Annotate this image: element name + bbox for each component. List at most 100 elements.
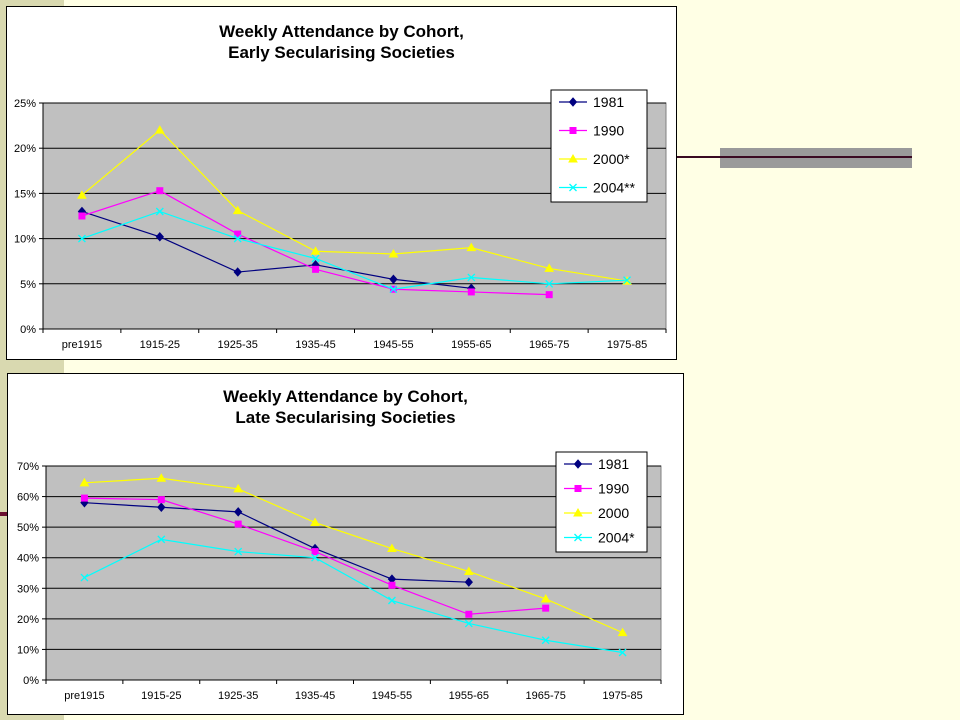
legend-entry: 1990 xyxy=(564,481,629,497)
data-point xyxy=(467,273,476,282)
marker-stroke xyxy=(623,276,632,285)
chart-title-line-1: Weekly Attendance by Cohort, xyxy=(219,22,464,41)
data-point xyxy=(466,242,477,252)
data-point xyxy=(157,502,166,513)
y-tick-label: 70% xyxy=(17,461,39,473)
legend-entry: 2004* xyxy=(564,530,635,546)
series-line xyxy=(81,210,472,289)
data-point xyxy=(389,285,398,294)
data-point xyxy=(234,230,242,238)
legend-marker xyxy=(574,533,582,542)
data-point xyxy=(389,274,398,285)
x-tick-label: 1925-35 xyxy=(218,339,258,351)
legend-box xyxy=(555,451,648,553)
x-tick-label: 1945-55 xyxy=(372,690,412,702)
x-tick-label: 1975-85 xyxy=(602,690,642,702)
legend-entry: 2000* xyxy=(559,151,630,167)
chart-title-line-2: Late Secularising Societies xyxy=(235,408,456,427)
chart-late-secularising: 0% 10% 20% 30% 40% 50% 60% 70% pre1915 1915-25 192… xyxy=(7,373,684,715)
marker-stroke xyxy=(574,533,582,542)
data-point xyxy=(77,234,86,243)
data-point xyxy=(157,535,166,544)
data-point xyxy=(387,543,397,553)
data-point xyxy=(463,566,474,575)
legend-box xyxy=(550,89,648,203)
data-point xyxy=(79,477,90,487)
series-line xyxy=(81,129,628,282)
legend-marker xyxy=(568,97,578,107)
marker-stroke xyxy=(233,234,242,243)
legend-label: 2004* xyxy=(598,530,635,546)
data-point xyxy=(387,596,396,605)
data-point xyxy=(155,232,164,242)
legend-marker xyxy=(569,127,577,134)
data-point xyxy=(232,205,243,215)
y-tick-label: 15% xyxy=(14,188,36,200)
legend-marker xyxy=(573,459,583,469)
data-point xyxy=(545,291,553,299)
data-point xyxy=(545,279,554,288)
data-point xyxy=(233,483,244,493)
x-tick-label: 1965-75 xyxy=(529,339,569,351)
legend-entry: 1981 xyxy=(564,456,629,472)
marker-stroke xyxy=(618,648,627,657)
data-point xyxy=(312,265,320,273)
chart-svg: 0% 5% 10% 15% 20% 25% pre1915 1915-25 1925-35 193… xyxy=(14,89,667,351)
slide-decor-bar xyxy=(720,148,912,168)
legend-entry: 1981 xyxy=(559,94,624,110)
data-point xyxy=(157,496,165,504)
data-point xyxy=(78,212,86,220)
data-point xyxy=(388,248,399,258)
marker-stroke xyxy=(464,619,473,628)
legend-marker xyxy=(573,507,583,517)
series-2000 xyxy=(79,473,628,637)
legend-marker xyxy=(569,183,577,192)
y-tick-label: 30% xyxy=(17,583,39,595)
data-point xyxy=(310,246,321,255)
data-point xyxy=(80,573,89,582)
series-line xyxy=(84,538,623,654)
data-point xyxy=(544,263,555,272)
data-point xyxy=(154,125,165,134)
marker-stroke xyxy=(157,535,166,544)
data-point xyxy=(234,547,243,556)
data-point xyxy=(233,234,242,243)
y-tick-label: 5% xyxy=(20,279,36,291)
chart-title: Weekly Attendance by Cohort, Early Secul… xyxy=(7,21,676,63)
data-point xyxy=(77,190,87,199)
y-tick-label: 10% xyxy=(17,644,39,656)
legend-marker xyxy=(574,485,582,492)
series-2000 xyxy=(77,125,632,285)
legend-label: 1990 xyxy=(593,123,624,139)
chart-early-secularising: 0% 5% 10% 15% 20% 25% pre1915 1915-25 1925-35 193… xyxy=(6,6,677,360)
x-tick-label: 1975-85 xyxy=(607,339,647,351)
x-tick-label: 1915-25 xyxy=(140,339,180,351)
marker-stroke xyxy=(467,273,476,282)
y-tick-label: 0% xyxy=(20,324,36,336)
marker-stroke xyxy=(311,553,320,562)
series-2004 xyxy=(77,207,632,294)
data-point xyxy=(542,604,550,612)
x-tick-label: 1955-65 xyxy=(449,690,489,702)
data-point xyxy=(388,581,396,589)
data-point xyxy=(156,187,164,195)
data-point xyxy=(311,553,320,562)
x-tick-label: 1955-65 xyxy=(451,339,491,351)
legend-marker xyxy=(568,153,578,163)
marker-stroke xyxy=(80,573,89,582)
legend-entry: 1990 xyxy=(559,123,624,139)
legend-label: 1981 xyxy=(598,456,629,472)
data-point xyxy=(234,507,243,517)
chart-svg: 0% 10% 20% 30% 40% 50% 60% 70% pre1915 1915-25 192… xyxy=(17,451,662,702)
slide-decor-line xyxy=(648,156,912,158)
y-tick-label: 40% xyxy=(17,553,39,565)
legend: 1981 1990 2000 2004* xyxy=(555,451,648,553)
x-tick-label: 1935-45 xyxy=(295,339,335,351)
legend-label: 2004** xyxy=(593,180,636,196)
data-point xyxy=(155,207,164,216)
x-tick-label: 1965-75 xyxy=(526,690,566,702)
y-tick-label: 25% xyxy=(14,98,36,110)
y-tick-label: 50% xyxy=(17,522,39,534)
data-point xyxy=(311,254,320,263)
x-tick-label: pre1915 xyxy=(62,339,102,351)
